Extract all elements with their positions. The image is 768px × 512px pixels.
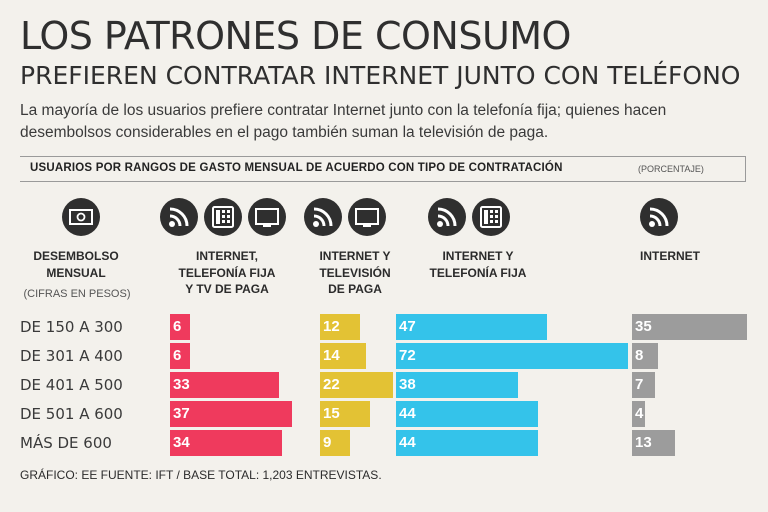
bar-internet-tel-tv bbox=[170, 314, 190, 340]
column-header-line: INTERNET Y bbox=[442, 249, 514, 263]
bar-value-label: 12 bbox=[323, 318, 340, 335]
bar-value-label: 44 bbox=[399, 434, 416, 451]
column-header-internet-tel: INTERNET Y TELEFONÍA FIJA bbox=[418, 248, 538, 281]
wifi-icon bbox=[160, 198, 198, 236]
column-header-line: INTERNET Y bbox=[319, 249, 391, 263]
bar-value-label: 14 bbox=[323, 347, 340, 364]
phone-icon bbox=[472, 198, 510, 236]
tv-icon bbox=[248, 198, 286, 236]
wifi-icon bbox=[428, 198, 466, 236]
column-header-line: TELEFONÍA FIJA bbox=[429, 265, 527, 280]
bar-value-label: 44 bbox=[399, 405, 416, 422]
row-header-title-line2: MENSUAL bbox=[46, 265, 106, 280]
bar-internet-tel bbox=[396, 314, 547, 340]
bar-value-label: 72 bbox=[399, 347, 416, 364]
money-icon bbox=[62, 198, 100, 236]
bar-value-label: 6 bbox=[173, 318, 182, 335]
bar-internet-tel-tv bbox=[170, 343, 190, 369]
intro-text: La mayoría de los usuarios prefiere cont… bbox=[20, 102, 667, 141]
bar-internet-tel-tv bbox=[170, 430, 282, 456]
phone-icon bbox=[204, 198, 242, 236]
bar-value-label: 38 bbox=[399, 376, 416, 393]
row-label: DE 301 A 400 bbox=[20, 347, 123, 365]
row-header-subtitle: (CIFRAS EN PESOS) bbox=[23, 288, 131, 300]
bar-internet-tv bbox=[320, 372, 393, 398]
row-header-title: DESEMBOLSO MENSUAL bbox=[14, 248, 138, 281]
column-header-line: TELEFONÍA FIJA bbox=[178, 265, 276, 280]
row-label: DE 501 A 600 bbox=[20, 405, 123, 423]
bar-value-label: 33 bbox=[173, 376, 190, 393]
column-header-internet-tel-tv: INTERNET, TELEFONÍA FIJA Y TV DE PAGA bbox=[160, 248, 294, 298]
bar-internet-tv bbox=[320, 430, 350, 456]
bar-value-label: 15 bbox=[323, 405, 340, 422]
column-header-line: DE PAGA bbox=[328, 282, 382, 296]
bar-internet-tel bbox=[396, 343, 628, 369]
bar-internet-tel-tv bbox=[170, 372, 279, 398]
wifi-icon bbox=[640, 198, 678, 236]
bar-value-label: 7 bbox=[635, 376, 644, 393]
bar-value-label: 47 bbox=[399, 318, 416, 335]
bar-internet-tv bbox=[320, 343, 366, 369]
bar-internet-tel bbox=[396, 372, 518, 398]
section-unit-note: (PORCENTAJE) bbox=[638, 164, 704, 174]
bar-value-label: 4 bbox=[635, 405, 644, 422]
bar-internet bbox=[632, 430, 675, 456]
wifi-icon bbox=[304, 198, 342, 236]
row-header-title-line1: DESEMBOLSO bbox=[33, 249, 119, 263]
bar-internet-tel bbox=[396, 430, 538, 456]
bar-internet-tv bbox=[320, 314, 360, 340]
bar-value-label: 9 bbox=[323, 434, 332, 451]
column-header-line: Y TV DE PAGA bbox=[185, 282, 269, 296]
page-subtitle: PREFIEREN CONTRATAR INTERNET JUNTO CON T… bbox=[20, 61, 741, 90]
bar-internet bbox=[632, 314, 747, 340]
bar-internet-tel-tv bbox=[170, 401, 292, 427]
bar-internet bbox=[632, 343, 658, 369]
bar-value-label: 35 bbox=[635, 318, 652, 335]
source-footer: GRÁFICO: EE FUENTE: IFT / BASE TOTAL: 1,… bbox=[20, 468, 382, 482]
column-header-line: INTERNET, bbox=[195, 249, 258, 263]
bar-internet-tel bbox=[396, 401, 538, 427]
page-title: LOS PATRONES DE CONSUMO bbox=[20, 14, 571, 58]
column-header-internet-tv: INTERNET Y TELEVISIÓN DE PAGA bbox=[300, 248, 410, 298]
section-label: USUARIOS POR RANGOS DE GASTO MENSUAL DE … bbox=[30, 162, 563, 174]
column-header-line: TELEVISIÓN bbox=[319, 265, 391, 280]
bar-internet bbox=[632, 372, 655, 398]
section-header-box bbox=[20, 156, 746, 182]
row-label: DE 150 A 300 bbox=[20, 318, 123, 336]
row-label: DE 401 A 500 bbox=[20, 376, 123, 394]
bar-value-label: 6 bbox=[173, 347, 182, 364]
row-label: MÁS DE 600 bbox=[20, 434, 112, 452]
column-header-line: INTERNET bbox=[640, 249, 700, 263]
column-header-internet: INTERNET bbox=[620, 248, 720, 265]
bar-value-label: 13 bbox=[635, 434, 652, 451]
tv-icon bbox=[348, 198, 386, 236]
bar-value-label: 37 bbox=[173, 405, 190, 422]
bar-value-label: 22 bbox=[323, 376, 340, 393]
bar-internet-tv bbox=[320, 401, 370, 427]
bar-value-label: 34 bbox=[173, 434, 190, 451]
bar-internet bbox=[632, 401, 645, 427]
bar-value-label: 8 bbox=[635, 347, 644, 364]
